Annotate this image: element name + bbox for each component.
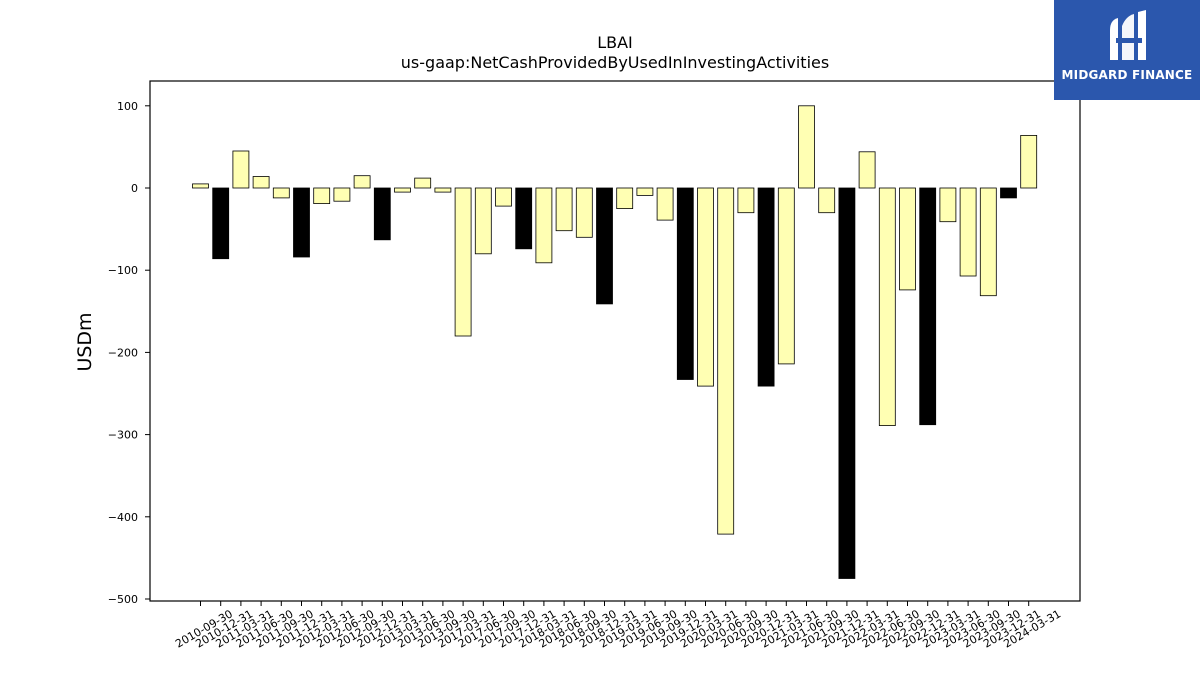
logo-text: MIDGARD FINANCE — [1061, 68, 1193, 82]
midgard-logo-icon — [1110, 10, 1146, 60]
y-tick-label: 100 — [117, 100, 138, 113]
bar-2020-06-30 — [717, 187, 735, 535]
bar-2022-06-30 — [878, 187, 896, 427]
bar-2022-12-31 — [919, 187, 937, 426]
x-axis: 2010-09-302010-12-312011-03-312011-06-30… — [173, 601, 1063, 651]
y-tick-label: −500 — [108, 593, 138, 606]
bar-2018-09-30 — [575, 187, 593, 238]
y-tick-label: 0 — [131, 182, 138, 195]
bar-2018-03-31 — [535, 187, 553, 264]
bar-2012-12-31 — [373, 187, 391, 241]
y-tick-label: −300 — [108, 429, 138, 442]
bar-2020-12-31 — [757, 187, 775, 387]
bar-2021-03-31 — [777, 187, 795, 365]
bar-2012-06-30 — [333, 187, 351, 202]
bar-2019-12-31 — [676, 187, 694, 380]
bar-2018-06-30 — [555, 187, 573, 232]
bar-2020-03-31 — [697, 187, 714, 387]
bar-2010-09-30 — [192, 183, 209, 189]
bar-2023-06-30 — [959, 187, 977, 277]
y-tick-label: −200 — [108, 346, 138, 359]
bar-2019-06-30 — [636, 187, 654, 196]
bar-2022-09-30 — [899, 187, 916, 291]
bar-2022-03-31 — [858, 151, 876, 189]
bar-2013-03-31 — [394, 187, 411, 193]
bar-2024-03-31 — [1020, 134, 1038, 189]
chart-title: LBAI — [597, 33, 633, 52]
bar-2017-12-31 — [515, 187, 533, 250]
y-axis: 100 0 −100 −200 −300 −400 −500 — [108, 100, 150, 606]
bar-2019-09-30 — [656, 187, 674, 221]
y-tick-label: −400 — [108, 511, 138, 524]
bar-2011-06-30 — [252, 176, 270, 189]
bar-2017-06-30 — [474, 187, 492, 255]
bar-2013-06-30 — [414, 177, 432, 189]
bar-2011-03-31 — [232, 150, 250, 189]
bar-2012-03-31 — [313, 187, 331, 205]
bar-2010-12-31 — [212, 187, 230, 260]
bar-2023-03-31 — [939, 187, 957, 223]
bar-2018-12-31 — [596, 187, 613, 305]
bar-2013-09-30 — [434, 187, 452, 193]
bar-2011-09-30 — [272, 187, 290, 199]
bar-2021-12-31 — [838, 187, 856, 579]
bar-2020-09-30 — [737, 187, 755, 214]
bar-2021-09-30 — [818, 187, 836, 214]
bar-2021-06-30 — [798, 105, 815, 189]
bar-2017-03-31 — [454, 187, 472, 337]
plot-frame — [149, 80, 1081, 602]
y-tick-label: −100 — [108, 264, 138, 277]
bar-2019-03-31 — [616, 187, 634, 210]
midgard-finance-logo: MIDGARD FINANCE — [1054, 0, 1200, 100]
bars-group — [192, 105, 1038, 579]
bar-2023-12-31 — [1000, 187, 1017, 199]
bar-2012-09-30 — [353, 175, 371, 189]
y-axis-label: USDm — [74, 312, 96, 371]
chart-subtitle: us-gaap:NetCashProvidedByUsedInInvesting… — [401, 53, 829, 72]
bar-2023-09-30 — [979, 187, 997, 297]
bar-2011-12-31 — [293, 187, 310, 258]
bar-2017-09-30 — [495, 187, 512, 207]
